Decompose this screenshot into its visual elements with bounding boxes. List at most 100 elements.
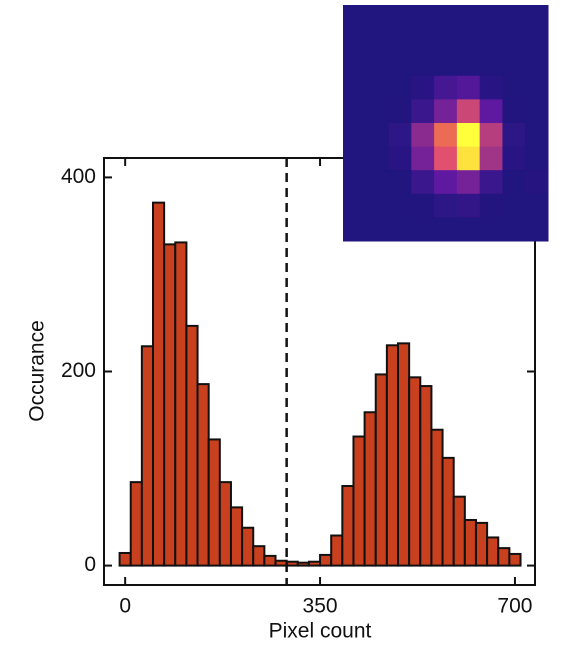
- bar: [186, 326, 197, 566]
- bar: [175, 242, 186, 565]
- bar: [509, 554, 520, 566]
- heatmap-cell: [389, 194, 412, 218]
- heatmap-cell: [480, 99, 503, 123]
- heatmap-cell: [457, 147, 480, 171]
- heatmap-cell: [434, 147, 457, 171]
- heatmap-cell: [457, 170, 480, 194]
- heatmap-cell: [480, 217, 503, 241]
- heatmap-cell: [366, 170, 389, 194]
- heatmap-cell: [480, 5, 503, 29]
- heatmap-cell: [343, 147, 366, 171]
- heatmap-cell: [457, 217, 480, 241]
- heatmap-cell: [434, 52, 457, 76]
- heatmap-cell: [502, 5, 525, 29]
- bar: [320, 555, 331, 566]
- x-tick-label: 700: [497, 595, 532, 618]
- heatmap-cell: [502, 123, 525, 147]
- heatmap-cell: [411, 52, 434, 76]
- heatmap-cell: [480, 29, 503, 53]
- y-tick-label: 400: [61, 165, 96, 188]
- heatmap-cell: [525, 194, 548, 218]
- heatmap-cell: [411, 5, 434, 29]
- y-axis-label: Occurance: [26, 320, 49, 422]
- heatmap-cell: [434, 99, 457, 123]
- heatmap-cell: [366, 123, 389, 147]
- heatmap-cell: [366, 147, 389, 171]
- bar: [298, 563, 309, 566]
- heatmap-cell: [480, 194, 503, 218]
- heatmap-cell: [457, 5, 480, 29]
- heatmap-cell: [525, 217, 548, 241]
- bar: [231, 507, 242, 565]
- heatmap-cell: [502, 76, 525, 100]
- heatmap-cell: [366, 217, 389, 241]
- heatmap-cell: [411, 123, 434, 147]
- bar: [264, 556, 275, 566]
- bar: [342, 486, 353, 566]
- heatmap-cell: [525, 123, 548, 147]
- bar: [431, 430, 442, 566]
- heatmap-cell: [502, 147, 525, 171]
- bar: [131, 482, 142, 565]
- chart: Pixel count Occurance 02004000350700: [0, 0, 586, 647]
- heatmap-cell: [525, 76, 548, 100]
- heatmap-cell: [411, 194, 434, 218]
- heatmap-cell: [434, 217, 457, 241]
- heatmap-cell: [389, 52, 412, 76]
- heatmap-cell: [434, 5, 457, 29]
- bar: [220, 482, 231, 565]
- bar: [253, 546, 264, 565]
- heatmap-cell: [434, 123, 457, 147]
- heatmap-cell: [366, 52, 389, 76]
- heatmap-cell: [525, 5, 548, 29]
- heatmap-cell: [366, 76, 389, 100]
- heatmap-cell: [366, 29, 389, 53]
- heatmap-cell: [411, 217, 434, 241]
- bar: [454, 497, 465, 566]
- bar: [276, 561, 287, 566]
- bar: [142, 346, 153, 565]
- heatmap-cell: [457, 52, 480, 76]
- bar: [153, 203, 164, 566]
- heatmap-cell: [525, 170, 548, 194]
- x-tick-label: 350: [303, 595, 338, 618]
- heatmap-cell: [411, 76, 434, 100]
- heatmap-cell: [389, 29, 412, 53]
- heatmap-cell: [525, 147, 548, 171]
- heatmap-cell: [502, 217, 525, 241]
- heatmap-cell: [480, 52, 503, 76]
- bar: [331, 536, 342, 566]
- bar: [376, 374, 387, 565]
- bar: [387, 345, 398, 565]
- heatmap-cell: [480, 170, 503, 194]
- bar: [287, 562, 298, 566]
- heatmap-cell: [343, 99, 366, 123]
- heatmap-cell: [389, 123, 412, 147]
- bar: [120, 553, 131, 566]
- bar: [242, 528, 253, 566]
- heatmap-cell: [389, 5, 412, 29]
- heatmap-cell: [343, 76, 366, 100]
- heatmap-cell: [389, 147, 412, 171]
- heatmap-cell: [434, 76, 457, 100]
- bar: [498, 548, 509, 565]
- heatmap-cell: [411, 99, 434, 123]
- heatmap-cell: [343, 170, 366, 194]
- heatmap-cell: [366, 99, 389, 123]
- bar: [420, 386, 431, 566]
- y-tick-label: 200: [61, 359, 96, 382]
- heatmap-cell: [502, 99, 525, 123]
- bar: [398, 343, 409, 565]
- heatmap-cell: [343, 217, 366, 241]
- heatmap-cell: [389, 170, 412, 194]
- heatmap-cell: [343, 29, 366, 53]
- heatmap-cell: [525, 29, 548, 53]
- bar: [209, 439, 220, 565]
- heatmap-cell: [525, 99, 548, 123]
- heatmap-cell: [525, 52, 548, 76]
- y-tick-label: 0: [84, 553, 96, 576]
- heatmap-cell: [389, 99, 412, 123]
- bar: [476, 523, 487, 566]
- heatmap-cell: [502, 170, 525, 194]
- bar: [409, 377, 420, 565]
